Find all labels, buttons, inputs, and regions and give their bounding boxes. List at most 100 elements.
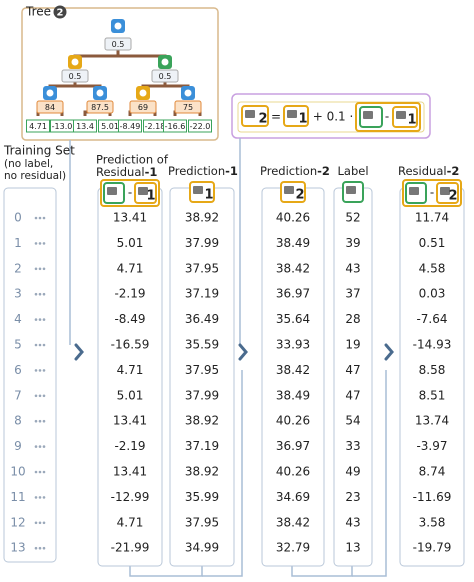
cell-value: 43: [345, 261, 360, 275]
row-dots: [34, 394, 38, 398]
cell-value: 40.26: [276, 414, 310, 428]
leaf-value: -2.18: [145, 122, 166, 131]
cell-value: 0.51: [419, 236, 446, 250]
cell-value: 13.41: [113, 211, 147, 225]
cell-value: 4.71: [117, 363, 144, 377]
cell-value: -12.99: [111, 490, 150, 504]
cell-value: 0.03: [419, 287, 446, 301]
cell-value: -2.19: [114, 439, 145, 453]
formula-eq: =: [271, 110, 281, 124]
row-dots: [38, 318, 42, 321]
cell-value: -3.97: [416, 439, 447, 453]
row-index: 6: [14, 363, 22, 377]
row-dots: [34, 267, 38, 271]
leaf-value: 4.71: [29, 122, 47, 131]
node-value-box: [174, 100, 202, 114]
cell-value: 8.51: [419, 388, 446, 402]
row-index: 3: [14, 287, 22, 301]
row-dots: [34, 521, 38, 525]
cell-value: 43: [345, 515, 360, 529]
cell-value: 54: [345, 414, 360, 428]
row-dots: [34, 292, 38, 296]
column-title-suffix: -1: [145, 165, 158, 179]
row-index: 12: [10, 515, 25, 529]
cell-value: 37.95: [185, 363, 219, 377]
badge-icon: [287, 110, 297, 118]
column-title: Prediction of: [96, 153, 169, 167]
cell-value: 35.99: [185, 490, 219, 504]
cell-value: 49: [345, 465, 360, 479]
row-index: 2: [14, 261, 22, 275]
node-value-box: [36, 100, 64, 114]
training-column: [3, 187, 57, 563]
cell-value: -2.19: [114, 287, 145, 301]
row-dots: [38, 496, 42, 499]
row-dots: [34, 445, 38, 448]
badge-sub: 2: [258, 112, 267, 127]
cell-value: 38.92: [185, 414, 219, 428]
training-title: Training Set: [3, 144, 75, 158]
row-dots: [42, 267, 46, 271]
row-dots: [42, 318, 46, 321]
leaf-value: -8.49: [120, 122, 141, 131]
node-icon-glyph: [71, 58, 79, 66]
badge-sub: 1: [146, 189, 155, 204]
column-title-main: Label: [337, 164, 368, 178]
badge-sub: 1: [204, 188, 213, 203]
cell-value: 11.74: [415, 211, 449, 225]
cell-value: 40.26: [276, 465, 310, 479]
cell-value: -14.93: [413, 338, 452, 352]
row-dots: [42, 546, 46, 550]
cell-value: 47: [345, 363, 360, 377]
row-dots: [42, 292, 46, 296]
cell-value: 52: [345, 211, 360, 225]
leaf-value: -13.0: [52, 122, 73, 131]
badge-icon: [284, 186, 294, 194]
row-dots: [38, 546, 42, 550]
connectors: [69, 138, 387, 577]
badge-icon: [363, 111, 373, 119]
column-title-suffix: -2: [447, 164, 460, 178]
cell-value: -11.69: [413, 490, 452, 504]
row-dots: [38, 521, 42, 525]
leaf-box: [163, 119, 187, 133]
cell-value: 40.26: [276, 211, 310, 225]
cell-value: 33: [345, 439, 360, 453]
row-dots: [42, 470, 46, 474]
badge-sub: 2: [295, 188, 304, 203]
cell-value: 38.42: [276, 515, 310, 529]
cell-value: 8.74: [419, 465, 446, 479]
row-dots: [38, 343, 42, 347]
node-icon-glyph: [161, 58, 169, 66]
node-value-box: [151, 69, 179, 83]
node-value: 75: [183, 103, 193, 112]
row-dots: [42, 394, 46, 398]
cell-value: 39: [345, 236, 360, 250]
node-value: 87.5: [91, 103, 109, 112]
row-dots: [42, 343, 46, 347]
row-index: 9: [14, 439, 22, 453]
formula-plus: + 0.1 ·: [313, 110, 354, 124]
badge-sub: 1: [298, 112, 307, 127]
cell-value: 47: [345, 388, 360, 402]
badge-icon: [440, 187, 450, 195]
node-icon-glyph: [139, 89, 147, 97]
node-value-box: [86, 100, 114, 114]
row-dots: [38, 419, 42, 423]
leaf-box: [73, 119, 97, 133]
tree-box: [21, 7, 219, 141]
leaf-value: 13.4: [76, 122, 94, 131]
cell-value: -16.59: [111, 338, 150, 352]
row-index: 8: [14, 414, 22, 428]
cell-value: 13.41: [113, 414, 147, 428]
row-dots: [38, 242, 42, 245]
row-dots: [42, 496, 46, 499]
node-value: 84: [45, 103, 55, 112]
badge-sub: 2: [448, 189, 457, 204]
row-dots: [34, 242, 38, 245]
cell-value: -19.79: [413, 541, 452, 555]
column-title: Prediction-1: [168, 164, 238, 178]
column-badge-minus: -: [128, 186, 132, 200]
cell-value: 32.79: [276, 541, 310, 555]
